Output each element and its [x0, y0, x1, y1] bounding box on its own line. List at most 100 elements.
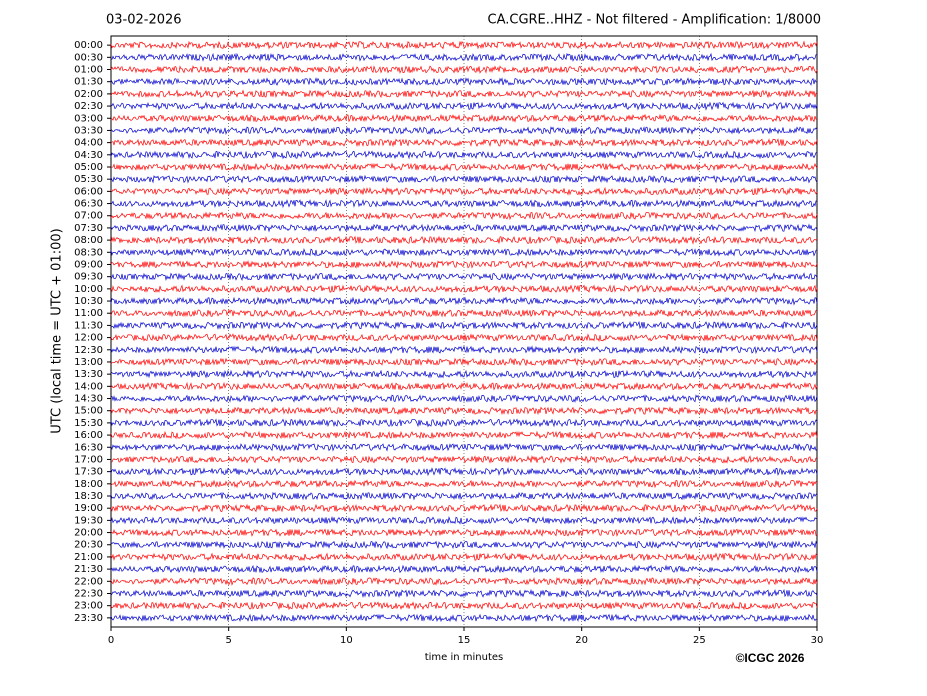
trace: [110, 296, 818, 306]
trace: [110, 320, 818, 330]
trace: [110, 345, 818, 355]
trace: [110, 223, 818, 233]
date: 03-02-2026: [106, 13, 182, 28]
trace: [110, 235, 818, 245]
y-tick-label: 04:00: [74, 138, 103, 149]
y-tick-label: 13:00: [74, 357, 103, 368]
trace: [110, 479, 818, 489]
y-tick-label: 15:30: [74, 418, 103, 429]
y-tick-label: 07:00: [74, 211, 103, 222]
y-tick-label: 08:00: [74, 235, 103, 246]
trace: [110, 113, 818, 123]
trace: [110, 162, 818, 172]
plot-frame: [110, 35, 818, 628]
trace: [110, 564, 818, 574]
y-tick-label: 10:30: [74, 296, 103, 307]
y-tick-label: 10:00: [74, 284, 103, 295]
y-tick-label: 20:30: [74, 540, 103, 551]
trace: [110, 308, 818, 318]
trace: [110, 357, 818, 367]
y-tick-label: 21:00: [74, 552, 103, 563]
y-tick-label: 03:00: [74, 113, 103, 124]
y-tick-label: 17:00: [74, 454, 103, 465]
trace: [110, 272, 818, 282]
y-tick-label: 07:30: [74, 223, 103, 234]
y-tick-label: 11:30: [74, 320, 103, 331]
y-tick-label: 02:00: [74, 89, 103, 100]
y-tick-label: 16:00: [74, 430, 103, 441]
trace: [110, 442, 818, 452]
y-tick-label: 14:30: [74, 394, 103, 405]
y-tick-label: 00:00: [74, 40, 103, 51]
trace: [110, 406, 818, 416]
y-tick-label: 12:00: [74, 333, 103, 344]
trace: [110, 174, 818, 184]
x-tick-label: 10: [340, 635, 353, 646]
y-tick-label: 12:30: [74, 345, 103, 356]
trace: [110, 150, 818, 160]
y-tick-label: 00:30: [74, 52, 103, 63]
trace: [110, 588, 818, 598]
y-tick-label: 18:30: [74, 491, 103, 502]
y-tick-label: 06:30: [74, 199, 103, 210]
trace: [110, 77, 818, 86]
y-tick-label: 23:30: [74, 613, 103, 624]
y-tick-label: 09:30: [74, 272, 103, 283]
y-tick-label: 16:30: [74, 442, 103, 453]
y-tick-label: 06:00: [74, 186, 103, 197]
y-tick-label: 05:30: [74, 174, 103, 185]
trace: [110, 211, 818, 221]
x-tick-label: 15: [458, 635, 471, 646]
trace: [110, 52, 818, 62]
y-tick-label: 18:00: [74, 479, 103, 490]
trace: [110, 491, 818, 501]
trace: [110, 613, 818, 623]
y-tick-label: 09:00: [74, 259, 103, 270]
trace: [110, 284, 818, 294]
trace: [110, 89, 818, 99]
trace: [110, 503, 818, 513]
trace: [110, 577, 818, 586]
y-tick-label: 05:00: [74, 162, 103, 173]
y-tick-label: 22:30: [74, 588, 103, 599]
trace: [110, 65, 818, 74]
y-tick-label: 21:30: [74, 564, 103, 575]
trace: [110, 369, 818, 379]
y-tick-label: 15:00: [74, 406, 103, 417]
trace: [110, 333, 818, 343]
trace: [110, 247, 818, 257]
trace: [110, 516, 818, 525]
y-tick-label: 14:00: [74, 381, 103, 392]
trace: [110, 430, 818, 440]
trace: [110, 601, 818, 611]
x-tick-label: 0: [108, 635, 114, 646]
y-tick-label: 03:30: [74, 125, 103, 136]
copyright: ©ICGC 2026: [736, 651, 805, 665]
y-tick-label: 20:00: [74, 528, 103, 539]
trace: [110, 199, 818, 209]
y-tick-label: 22:00: [74, 576, 103, 587]
y-tick-label: 17:30: [74, 467, 103, 478]
trace: [110, 552, 818, 562]
trace: [110, 138, 818, 148]
x-tick-label: 20: [575, 635, 588, 646]
y-tick-label: 08:30: [74, 247, 103, 258]
y-tick-label: 19:30: [74, 515, 103, 526]
trace: [110, 540, 818, 550]
trace: [110, 467, 818, 477]
trace: [110, 186, 818, 196]
y-tick-label: 19:00: [74, 503, 103, 514]
y-tick-label: 11:00: [74, 308, 103, 319]
y-tick-label: 02:30: [74, 101, 103, 112]
y-tick-label: 04:30: [74, 150, 103, 161]
x-tick-label: 5: [225, 635, 231, 646]
trace: [110, 528, 818, 537]
trace: [110, 394, 818, 404]
trace: [110, 40, 818, 50]
y-axis-label: UTC (local time = UTC + 01:00): [50, 228, 65, 433]
trace: [110, 454, 818, 464]
y-tick-label: 01:00: [74, 65, 103, 76]
trace: [110, 126, 818, 136]
trace: [110, 381, 818, 391]
